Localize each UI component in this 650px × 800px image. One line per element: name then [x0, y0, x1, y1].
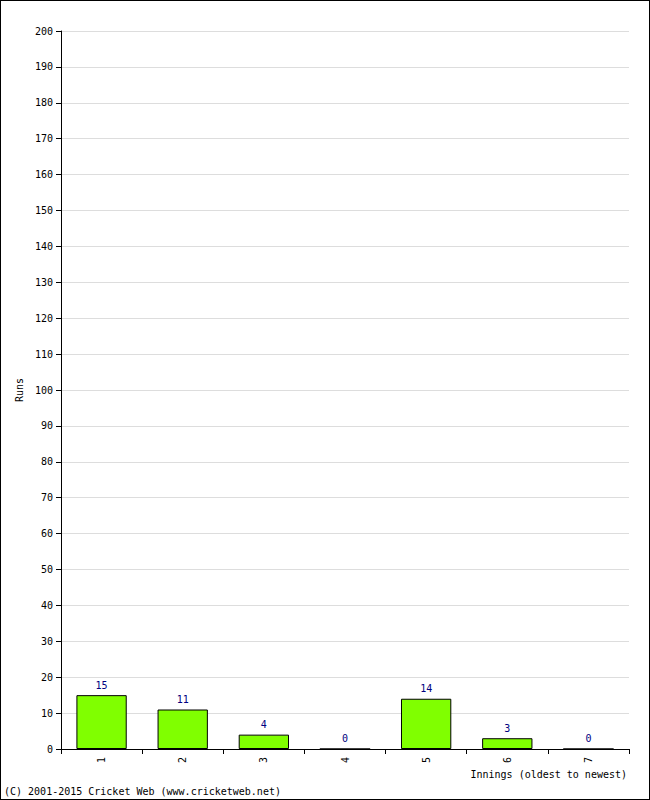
svg-text:190: 190 [35, 61, 53, 72]
svg-text:(C) 2001-2015 Cricket Web (www: (C) 2001-2015 Cricket Web (www.cricketwe… [4, 786, 281, 797]
svg-text:15: 15 [96, 680, 108, 691]
svg-text:5: 5 [421, 757, 432, 763]
svg-text:60: 60 [41, 528, 53, 539]
svg-text:1: 1 [96, 757, 107, 763]
svg-text:Innings (oldest to newest): Innings (oldest to newest) [470, 769, 627, 780]
svg-text:50: 50 [41, 564, 53, 575]
svg-text:Runs: Runs [14, 378, 25, 402]
svg-text:70: 70 [41, 492, 53, 503]
svg-text:3: 3 [504, 723, 510, 734]
svg-text:130: 130 [35, 277, 53, 288]
svg-text:10: 10 [41, 708, 53, 719]
svg-text:40: 40 [41, 600, 53, 611]
svg-text:6: 6 [502, 757, 513, 763]
svg-text:160: 160 [35, 169, 53, 180]
svg-text:2: 2 [177, 757, 188, 763]
svg-text:90: 90 [41, 420, 53, 431]
svg-text:150: 150 [35, 205, 53, 216]
svg-text:4: 4 [340, 757, 351, 763]
svg-text:170: 170 [35, 133, 53, 144]
svg-text:120: 120 [35, 313, 53, 324]
svg-text:4: 4 [261, 719, 267, 730]
svg-text:0: 0 [342, 733, 348, 744]
svg-text:0: 0 [47, 744, 53, 755]
svg-text:20: 20 [41, 672, 53, 683]
svg-text:140: 140 [35, 241, 53, 252]
svg-text:200: 200 [35, 26, 53, 37]
svg-text:0: 0 [585, 733, 591, 744]
svg-text:80: 80 [41, 456, 53, 467]
svg-text:180: 180 [35, 97, 53, 108]
svg-text:110: 110 [35, 349, 53, 360]
svg-text:30: 30 [41, 636, 53, 647]
svg-text:7: 7 [583, 757, 594, 763]
svg-text:14: 14 [420, 683, 432, 694]
svg-text:11: 11 [177, 694, 189, 705]
svg-text:100: 100 [35, 385, 53, 396]
svg-text:3: 3 [258, 757, 269, 763]
